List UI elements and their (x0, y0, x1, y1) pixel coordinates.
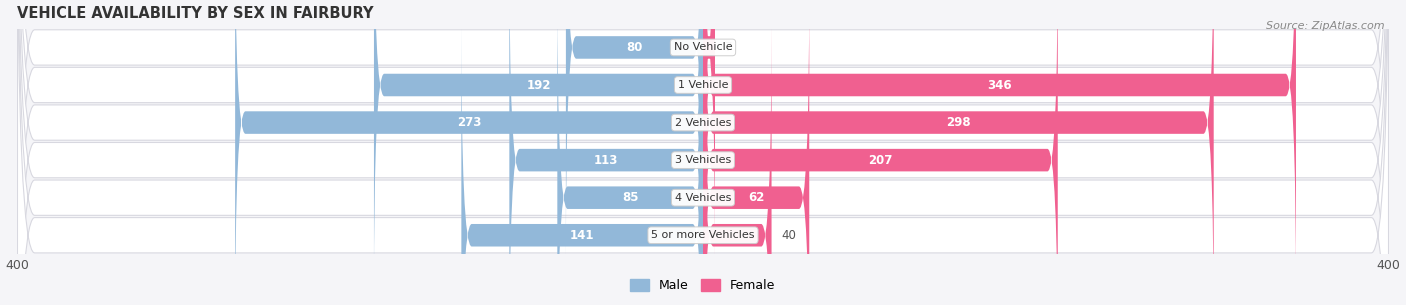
Text: 5 or more Vehicles: 5 or more Vehicles (651, 230, 755, 240)
FancyBboxPatch shape (703, 0, 1296, 299)
Text: No Vehicle: No Vehicle (673, 42, 733, 52)
Text: VEHICLE AVAILABILITY BY SEX IN FAIRBURY: VEHICLE AVAILABILITY BY SEX IN FAIRBURY (17, 5, 374, 20)
FancyBboxPatch shape (17, 0, 1389, 305)
Text: 207: 207 (868, 154, 893, 167)
Text: 2 Vehicles: 2 Vehicles (675, 117, 731, 127)
Text: 3 Vehicles: 3 Vehicles (675, 155, 731, 165)
FancyBboxPatch shape (703, 21, 772, 305)
FancyBboxPatch shape (703, 0, 1057, 305)
Text: 346: 346 (987, 78, 1012, 92)
FancyBboxPatch shape (17, 0, 1389, 305)
Text: 80: 80 (626, 41, 643, 54)
Legend: Male, Female: Male, Female (626, 274, 780, 297)
FancyBboxPatch shape (565, 0, 703, 262)
FancyBboxPatch shape (235, 0, 703, 305)
FancyBboxPatch shape (703, 0, 716, 262)
Text: 40: 40 (782, 229, 797, 242)
FancyBboxPatch shape (703, 0, 810, 305)
FancyBboxPatch shape (17, 0, 1389, 305)
FancyBboxPatch shape (17, 0, 1389, 305)
FancyBboxPatch shape (703, 0, 1213, 305)
Text: 1 Vehicle: 1 Vehicle (678, 80, 728, 90)
FancyBboxPatch shape (509, 0, 703, 305)
Text: 62: 62 (748, 191, 765, 204)
Text: 141: 141 (569, 229, 595, 242)
Text: 4 Vehicles: 4 Vehicles (675, 193, 731, 203)
Text: Source: ZipAtlas.com: Source: ZipAtlas.com (1267, 21, 1385, 31)
Text: 7: 7 (725, 41, 733, 54)
Text: 273: 273 (457, 116, 481, 129)
FancyBboxPatch shape (17, 0, 1389, 305)
FancyBboxPatch shape (461, 21, 703, 305)
Text: 298: 298 (946, 116, 970, 129)
Text: 192: 192 (526, 78, 551, 92)
FancyBboxPatch shape (17, 0, 1389, 305)
FancyBboxPatch shape (557, 0, 703, 305)
Text: 85: 85 (621, 191, 638, 204)
Text: 113: 113 (593, 154, 619, 167)
FancyBboxPatch shape (374, 0, 703, 299)
